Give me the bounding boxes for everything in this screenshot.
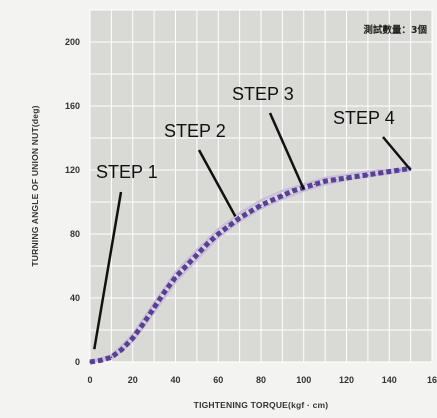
x-tick-label: 100 <box>296 375 311 385</box>
x-tick-label: 140 <box>382 375 397 385</box>
y-tick-label: 40 <box>70 293 80 303</box>
series-point <box>196 254 198 256</box>
series-point <box>313 183 316 186</box>
step-label: STEP 1 <box>96 162 158 182</box>
step-label: STEP 3 <box>232 84 294 104</box>
series-point <box>260 204 262 206</box>
x-tick-label: 0 <box>87 375 92 385</box>
step-label: STEP 2 <box>164 121 226 141</box>
series-point <box>335 178 337 181</box>
series-point <box>164 290 166 293</box>
x-axis-label: TIGHTENING TORQUE(kgf · cm) <box>194 400 329 410</box>
sample-count-label: 測試數量：3個 <box>363 24 427 36</box>
series-point <box>185 265 187 267</box>
x-tick-label: 40 <box>170 375 180 385</box>
series-point <box>153 306 155 309</box>
series-point <box>367 174 369 176</box>
series-point <box>89 361 91 363</box>
series-point <box>142 322 145 325</box>
series-point <box>206 242 209 245</box>
annotations: STEP 1 STEP 2 STEP 3 STEP 4 <box>93 84 412 350</box>
tick-labels: 0 40 80 120 160 200 0 20 40 60 80 100 120 140 16 <box>65 37 437 385</box>
series-point <box>121 348 123 351</box>
series-point <box>249 210 252 213</box>
y-tick-label: 120 <box>65 165 80 175</box>
series-point <box>131 337 134 339</box>
x-tick-label: 80 <box>256 375 266 385</box>
series-point <box>388 170 391 173</box>
y-tick-label: 200 <box>65 37 80 47</box>
series-point <box>292 190 294 192</box>
series-point <box>228 225 230 227</box>
series-point <box>217 233 220 235</box>
series-point <box>377 172 380 174</box>
series-point <box>270 199 273 202</box>
series-point <box>356 175 358 178</box>
series-point <box>345 177 348 179</box>
step-label: STEP 4 <box>333 108 395 128</box>
x-tick-label: 16 <box>427 375 437 385</box>
x-tick-label: 20 <box>128 375 138 385</box>
series-layer <box>89 165 412 365</box>
y-tick-label: 0 <box>75 357 80 367</box>
y-tick-label: 80 <box>70 229 80 239</box>
series-point <box>399 169 401 171</box>
series-point <box>324 180 326 182</box>
step-pointer-line <box>268 112 305 190</box>
y-axis-label: TURNING ANGLE OF UNION NUT(deg) <box>30 105 40 266</box>
step-pointer-line <box>197 149 237 218</box>
series-point <box>99 359 102 362</box>
x-tick-label: 120 <box>339 375 354 385</box>
series-point <box>238 217 241 219</box>
sample-series-line <box>89 167 411 364</box>
series-point <box>110 356 113 359</box>
series-point <box>174 276 177 279</box>
y-tick-label: 160 <box>65 101 80 111</box>
series-point <box>281 194 284 197</box>
x-tick-label: 60 <box>213 375 223 385</box>
step-pointer-line <box>93 191 123 350</box>
step-pointer-line <box>382 136 412 171</box>
